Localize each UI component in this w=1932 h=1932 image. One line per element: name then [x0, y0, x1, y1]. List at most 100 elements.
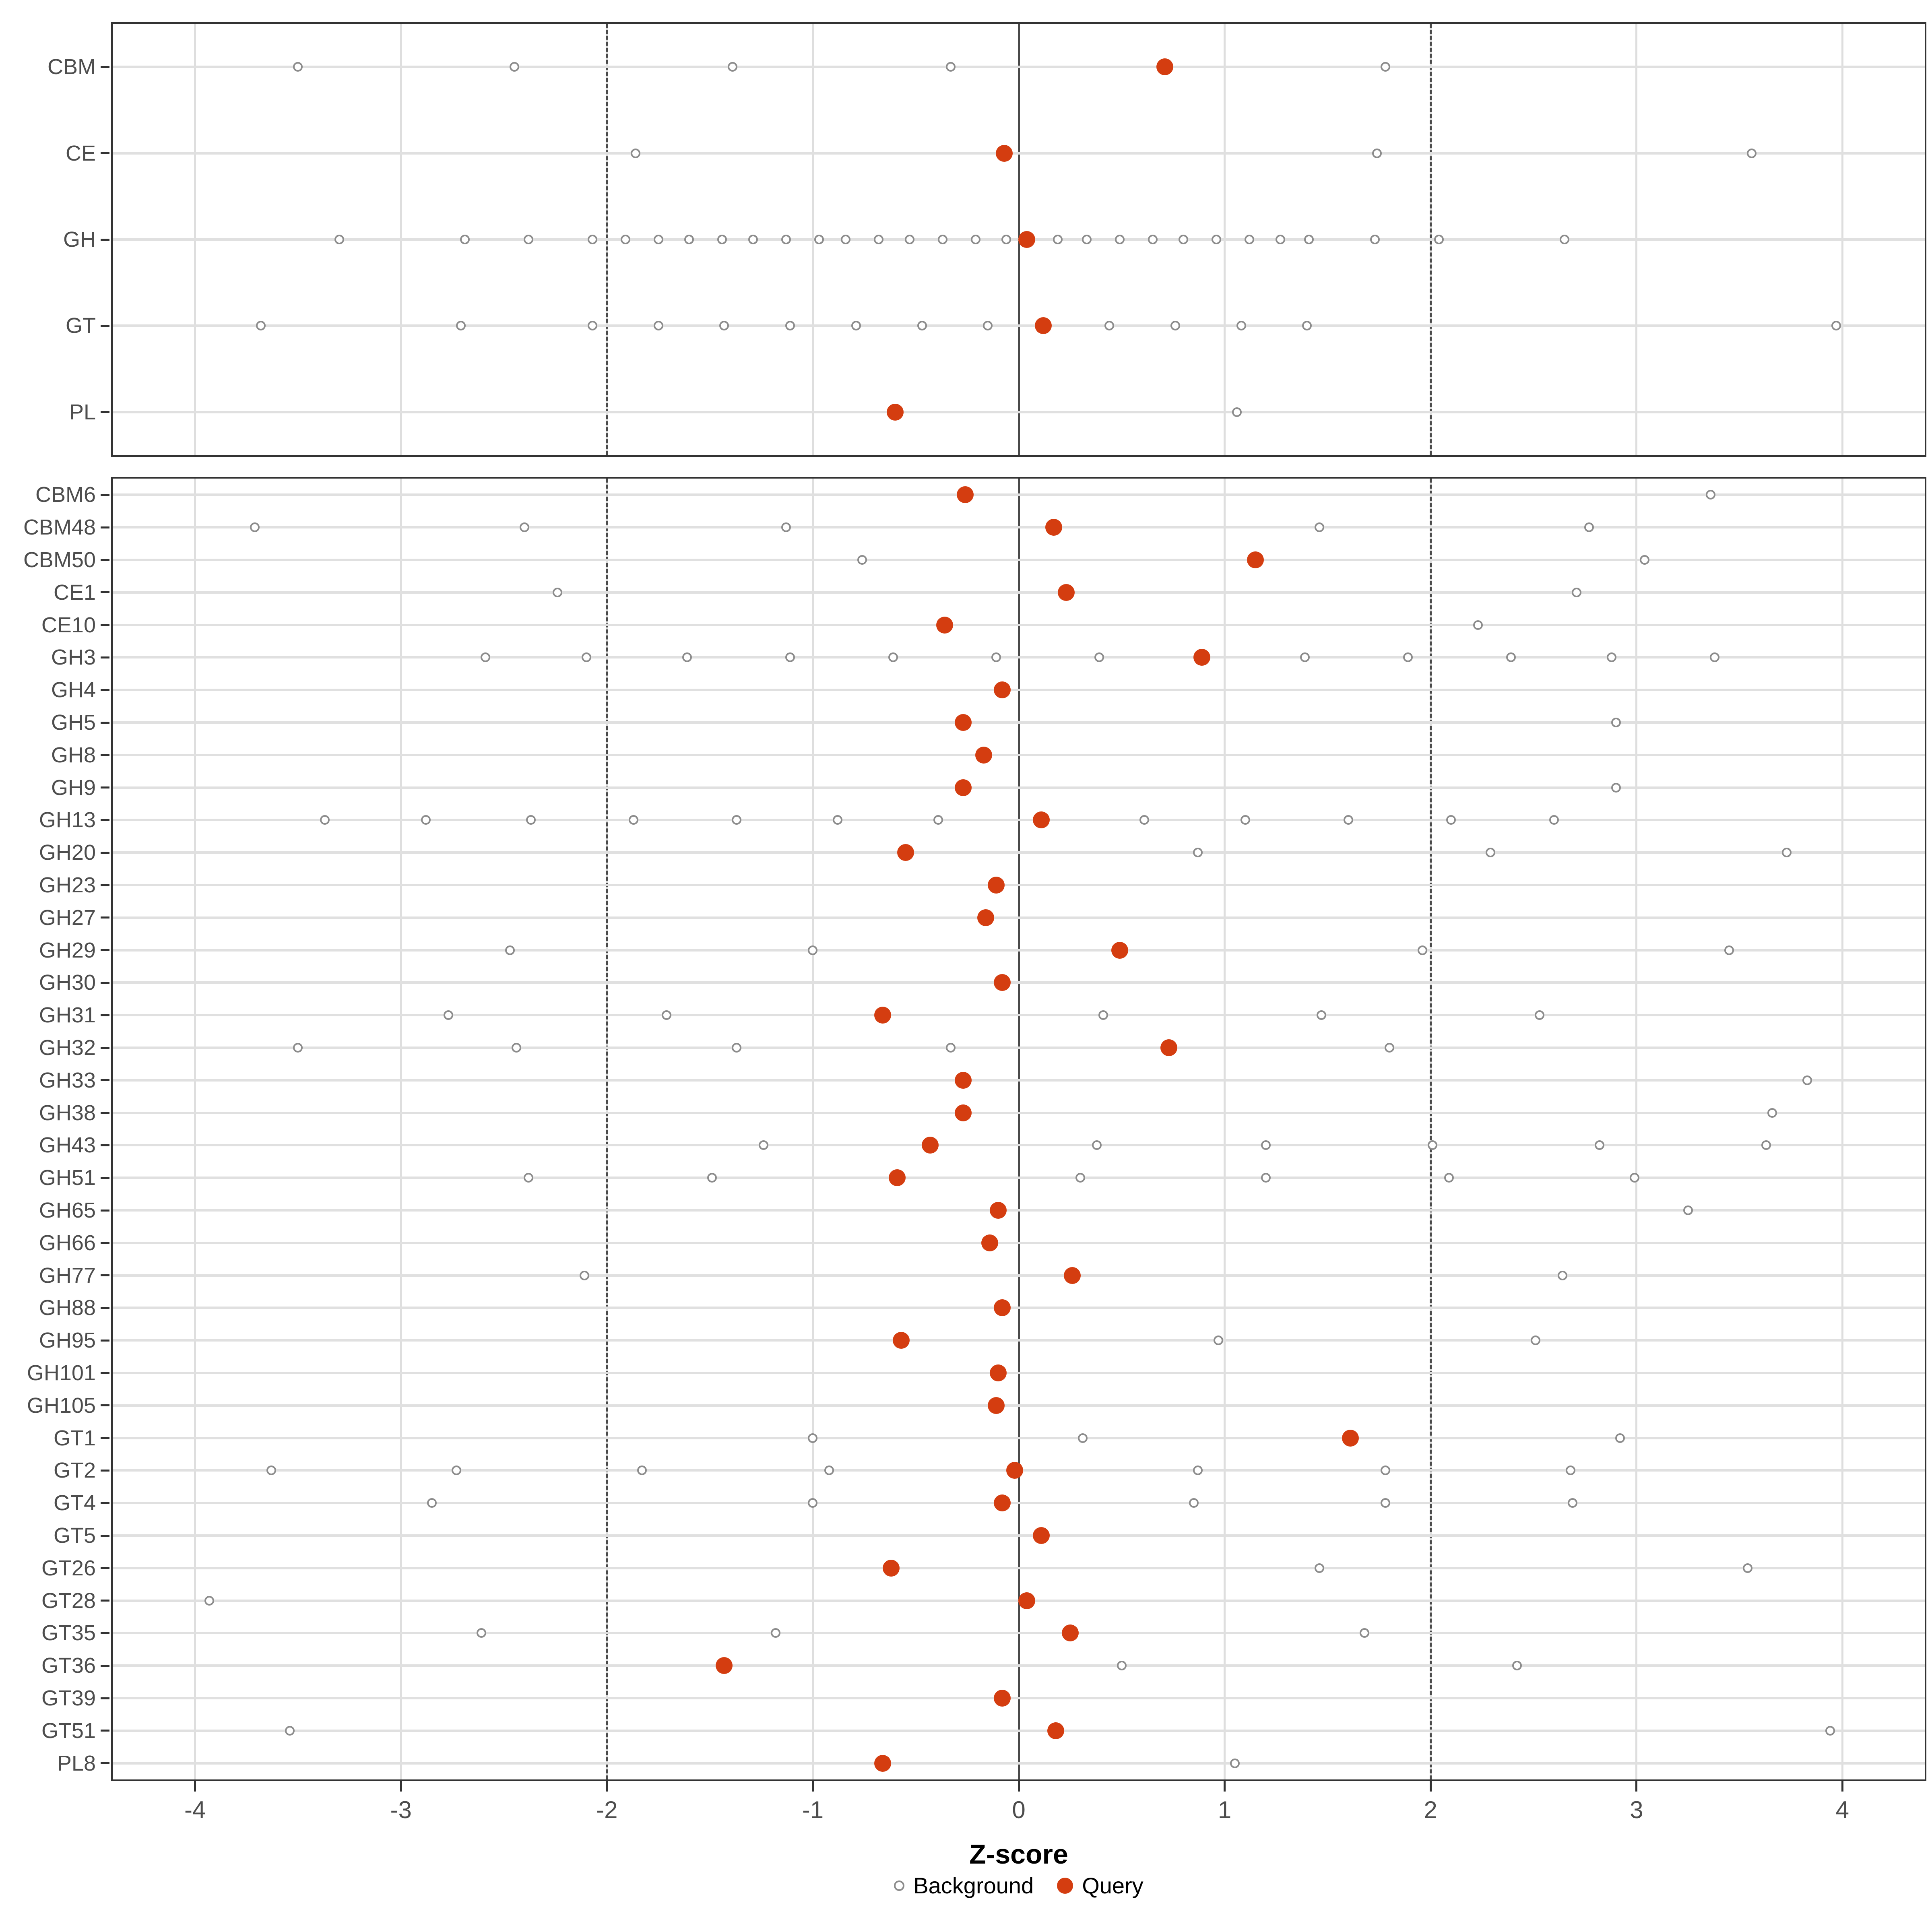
query-point [874, 1754, 892, 1772]
background-point [511, 1043, 521, 1053]
x-tick-label: -1 [802, 1796, 824, 1823]
background-point [256, 321, 266, 331]
background-point [476, 1628, 486, 1638]
reference-line-dashed [606, 479, 608, 1779]
background-point [1710, 652, 1720, 663]
y-axis-label: PL8 [57, 1751, 96, 1775]
background-point [933, 815, 943, 825]
background-point [1380, 1498, 1390, 1508]
background-point [832, 815, 842, 825]
y-tick [101, 1534, 109, 1537]
x-tick-label: -3 [390, 1796, 412, 1823]
background-point [1566, 1466, 1576, 1476]
background-point [1314, 522, 1324, 533]
query-point [1156, 58, 1174, 76]
query-point [887, 403, 904, 421]
query-point [1061, 1624, 1079, 1642]
background-point [505, 945, 515, 955]
query-point [1018, 231, 1036, 248]
background-point [1434, 235, 1444, 244]
y-axis-label: GH66 [39, 1230, 96, 1255]
background-point [808, 1498, 818, 1508]
background-point [1831, 321, 1841, 331]
y-axis-label: GT2 [53, 1458, 96, 1483]
background-point [1212, 235, 1222, 244]
query-point [889, 1169, 906, 1187]
row-line [113, 526, 1925, 529]
background-point [684, 235, 694, 244]
background-point [719, 321, 729, 331]
background-point [857, 555, 867, 565]
background-point [452, 1466, 462, 1476]
background-point [1705, 490, 1715, 500]
row-line [113, 66, 1925, 68]
background-point [334, 235, 344, 244]
y-tick [101, 1112, 109, 1114]
query-point [956, 486, 974, 504]
query-point [1047, 1722, 1065, 1739]
x-tick [1224, 1781, 1226, 1792]
panel-summary [111, 22, 1926, 457]
y-axis-label: GH65 [39, 1198, 96, 1222]
row-line [113, 1177, 1925, 1179]
legend-item-query: Query [1057, 1872, 1144, 1899]
background-point [320, 815, 330, 825]
y-tick [101, 1339, 109, 1342]
background-point [1115, 235, 1125, 244]
y-tick [101, 324, 109, 327]
y-tick [101, 1046, 109, 1049]
x-axis-title: Z-score [969, 1839, 1068, 1870]
background-point [629, 815, 639, 825]
y-tick [101, 1600, 109, 1602]
row-line [113, 1762, 1925, 1765]
query-point [987, 1397, 1005, 1414]
reference-line-dashed [1429, 479, 1432, 1779]
y-axis-label: GH27 [39, 905, 96, 930]
row-line [113, 949, 1925, 952]
background-point [1261, 1140, 1271, 1150]
y-axis-label: CE1 [53, 580, 96, 605]
background-point [917, 321, 927, 331]
background-point [293, 62, 303, 72]
x-tick [194, 1781, 196, 1792]
query-point [1057, 584, 1075, 601]
background-point [1244, 235, 1254, 244]
query-point [893, 1332, 910, 1349]
background-point [1594, 1140, 1604, 1150]
row-line [113, 1664, 1925, 1667]
y-tick [101, 916, 109, 919]
reference-line-zero [1018, 479, 1020, 1779]
background-point [808, 945, 818, 955]
background-point [480, 652, 490, 663]
y-axis-label: GH8 [51, 743, 96, 767]
query-point [1033, 1527, 1050, 1544]
background-point [293, 1043, 303, 1053]
y-tick [101, 949, 109, 952]
background-point [1549, 815, 1559, 825]
query-point [1342, 1429, 1359, 1447]
background-point [1802, 1075, 1812, 1085]
query-point [1193, 649, 1211, 666]
background-point [588, 321, 597, 331]
background-point [983, 321, 993, 331]
y-tick [101, 786, 109, 789]
gridline-x3 [1635, 479, 1638, 1779]
background-point [266, 1466, 276, 1476]
background-point [1117, 1661, 1127, 1671]
y-axis-label: CE10 [41, 613, 96, 637]
query-point [989, 1202, 1007, 1219]
row-line [113, 753, 1925, 756]
y-axis-label: GT36 [41, 1653, 96, 1678]
row-line [113, 1307, 1925, 1309]
y-axis-label: CE [65, 141, 96, 165]
y-axis-label: GH29 [39, 938, 96, 962]
row-line [113, 1437, 1925, 1439]
y-tick [101, 1014, 109, 1016]
row-line [113, 493, 1925, 496]
background-point [1743, 1563, 1753, 1573]
row-line [113, 152, 1925, 155]
gridline-x-3 [400, 479, 402, 1779]
gridline-x1 [1224, 479, 1226, 1779]
y-axis-label: GT26 [41, 1556, 96, 1580]
background-point [1300, 652, 1310, 663]
